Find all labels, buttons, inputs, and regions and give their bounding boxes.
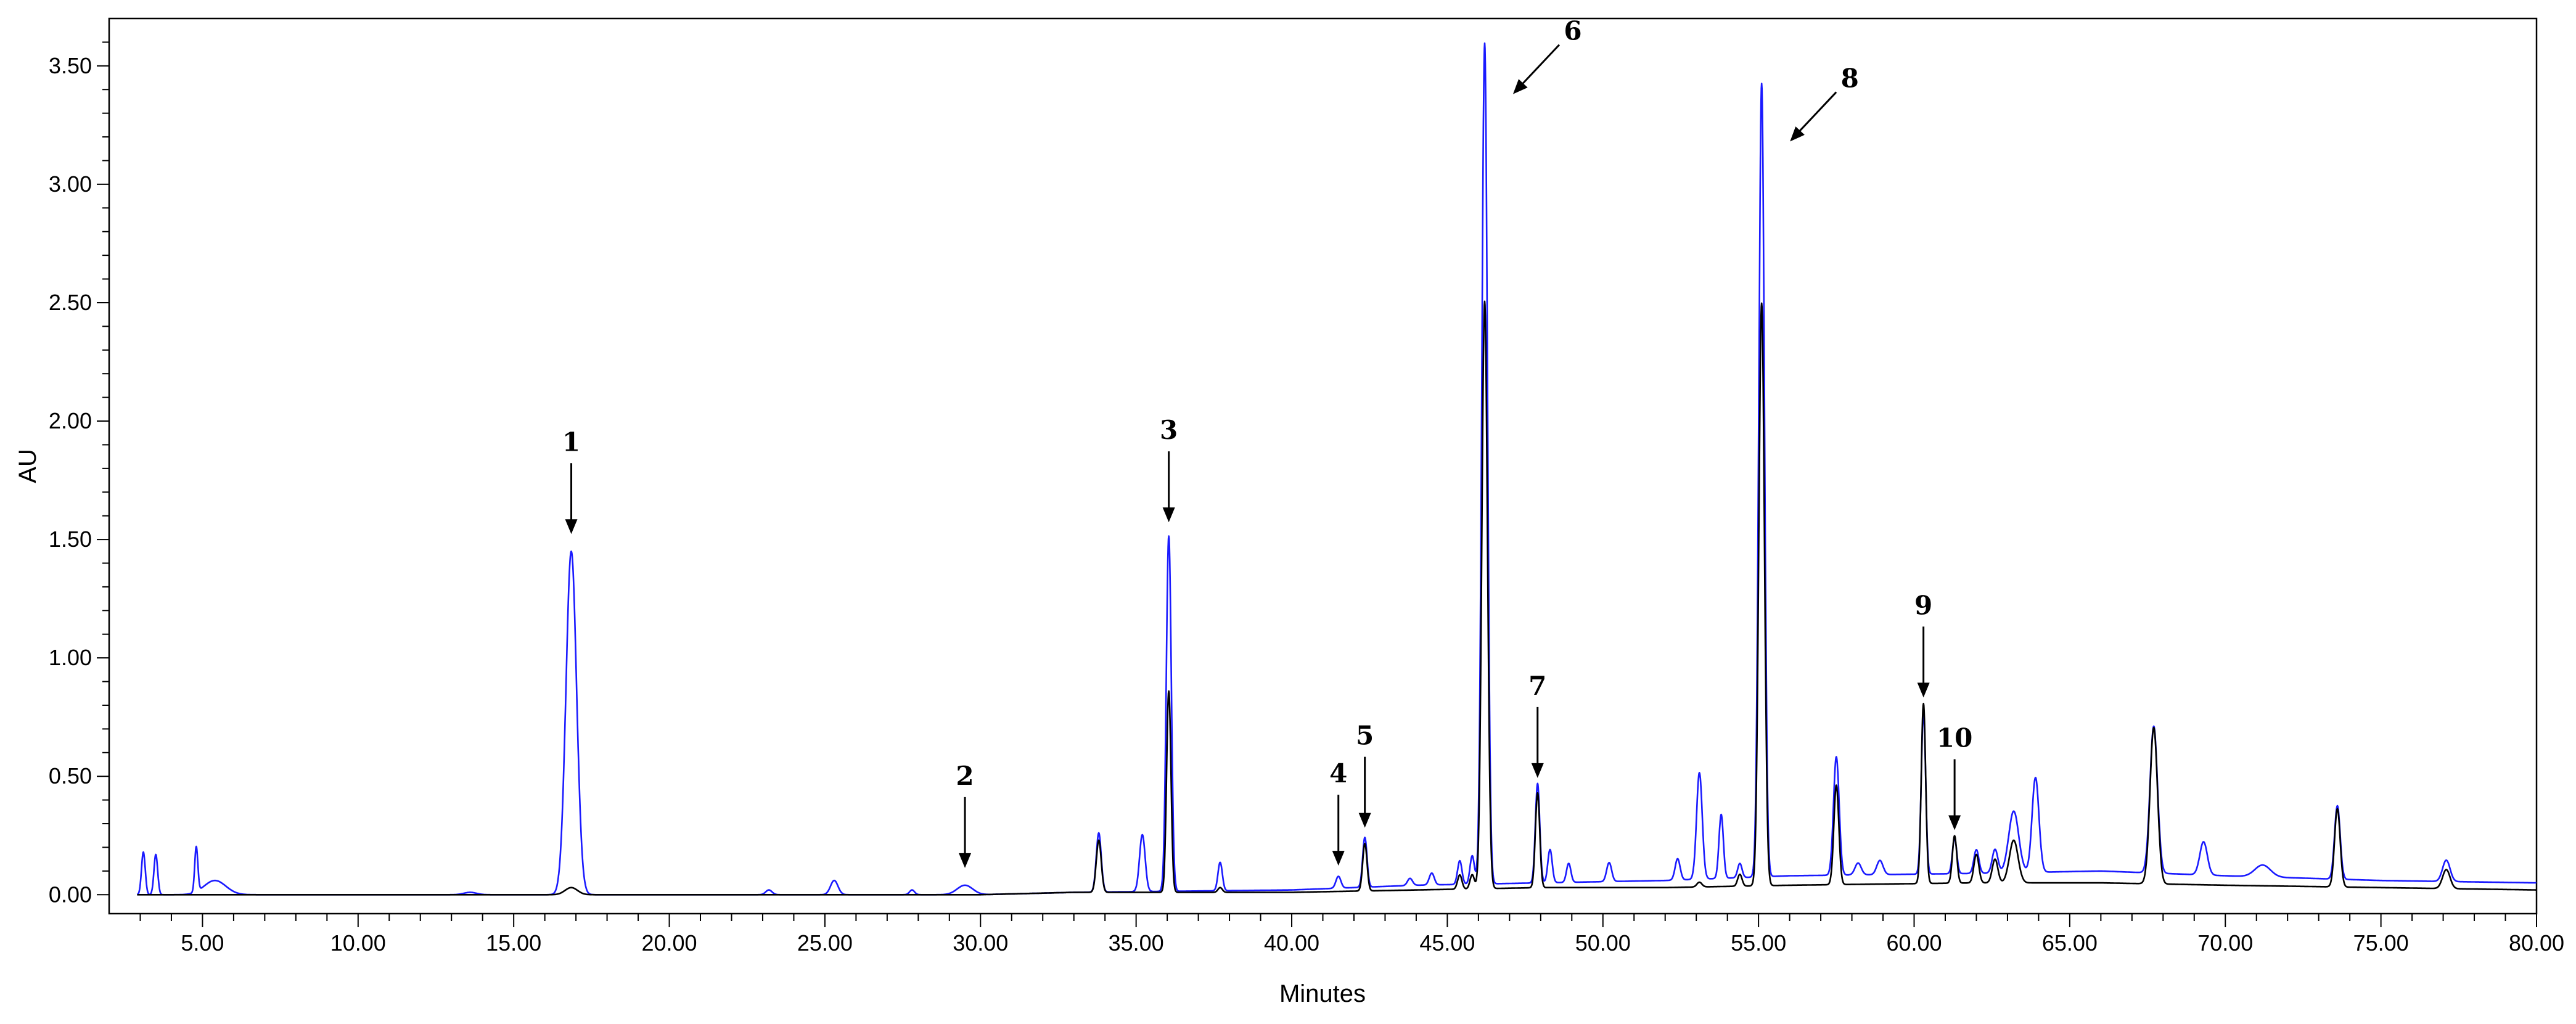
- x-tick-label: 5.00: [181, 930, 224, 956]
- y-tick-label: 1.50: [49, 526, 92, 552]
- annotation-arrowhead: [1948, 815, 1961, 830]
- annotation-arrowhead: [959, 853, 972, 868]
- annotation-arrowhead: [1358, 813, 1371, 828]
- annotation-arrow: [1795, 91, 1837, 136]
- annotation-arrowhead: [1332, 851, 1345, 866]
- annotation-arrowhead: [1790, 126, 1805, 142]
- x-tick-label: 25.00: [797, 930, 853, 956]
- x-tick-label: 55.00: [1731, 930, 1786, 956]
- y-tick-label: 3.00: [49, 171, 92, 197]
- x-axis-title: Minutes: [1279, 980, 1366, 1007]
- peak-label-1: 1: [562, 427, 580, 457]
- x-tick-label: 10.00: [330, 930, 386, 956]
- annotation-arrow: [1518, 44, 1561, 88]
- peak-label-4: 4: [1329, 758, 1347, 788]
- trace-line-2: [136, 300, 2537, 896]
- x-tick-label: 75.00: [2353, 930, 2409, 956]
- x-tick-label: 50.00: [1575, 930, 1631, 956]
- peak-label-8: 8: [1841, 63, 1859, 93]
- chromatogram-traces: [136, 42, 2537, 896]
- y-tick-label: 2.50: [49, 290, 92, 315]
- x-tick-label: 70.00: [2197, 930, 2253, 956]
- x-tick-label: 30.00: [953, 930, 1008, 956]
- peak-label-9: 9: [1914, 590, 1932, 620]
- x-tick-label: 60.00: [1886, 930, 1942, 956]
- annotation-arrowhead: [1531, 763, 1544, 778]
- y-tick-label: 0.50: [49, 763, 92, 788]
- y-tick-label: 2.00: [49, 408, 92, 433]
- peak-label-10: 10: [1937, 723, 1972, 753]
- annotation-arrowhead: [565, 519, 578, 535]
- plot-frame: [108, 17, 2538, 915]
- peak-label-3: 3: [1160, 415, 1178, 445]
- annotation-arrowhead: [1512, 79, 1528, 94]
- x-tick-label: 40.00: [1264, 930, 1319, 956]
- x-tick-label: 80.00: [2509, 930, 2564, 956]
- y-tick-label: 0.00: [49, 882, 92, 907]
- peak-label-5: 5: [1356, 721, 1374, 751]
- x-tick-label: 15.00: [486, 930, 541, 956]
- peak-annotations: 1 2 3 45 6 7 8 9 10: [562, 16, 1972, 868]
- x-axis-ticks: 5.00 10.00 15.00 20.00 25.00 30.00 35.00 40.00 4…: [139, 914, 2564, 956]
- x-tick-label: 20.00: [641, 930, 697, 956]
- x-tick-label: 35.00: [1109, 930, 1164, 956]
- peak-label-7: 7: [1528, 671, 1546, 701]
- x-tick-label: 65.00: [2042, 930, 2098, 956]
- annotation-arrowhead: [1162, 507, 1175, 523]
- y-tick-label: 1.00: [49, 645, 92, 670]
- y-tick-label: 3.50: [49, 53, 92, 78]
- annotation-arrowhead: [1917, 682, 1930, 698]
- y-axis-title: AU: [14, 449, 41, 483]
- peak-label-6: 6: [1564, 16, 1581, 46]
- y-axis-ticks: 0.00 0.50 1.00 1.50 2.00 2.50 3.00 3.50: [49, 41, 109, 907]
- x-tick-label: 45.00: [1419, 930, 1475, 956]
- peak-label-2: 2: [956, 761, 974, 791]
